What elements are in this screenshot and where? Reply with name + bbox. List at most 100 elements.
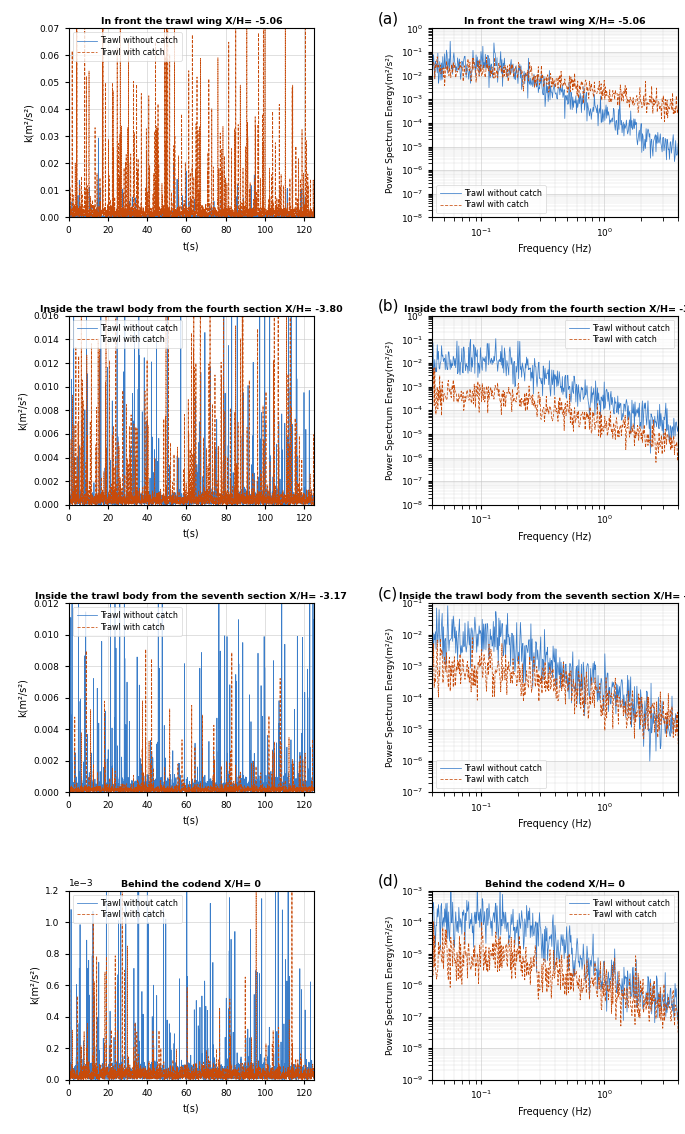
Line: Trawl with catch: Trawl with catch [432,637,678,744]
Trawl with catch [184,785,192,798]
Trawl with catch [310,1067,319,1081]
Trawl with catch [429,915,438,929]
Trawl with catch [77,440,85,454]
Trawl without catch [674,1004,682,1017]
Trawl without catch [64,1070,73,1084]
X-axis label: Frequency (Hz): Frequency (Hz) [519,532,592,542]
Trawl with catch [428,57,436,70]
Title: Inside the trawl body from the seventh section X/H= -3.17: Inside the trawl body from the seventh s… [36,592,347,601]
Trawl with catch [428,395,436,408]
Trawl without catch [303,1066,312,1080]
Trawl without catch [177,493,186,507]
Trawl with catch [184,1067,192,1081]
Trawl with catch [184,210,192,223]
Line: Trawl with catch: Trawl with catch [68,104,314,505]
Line: Trawl without catch: Trawl without catch [68,354,314,793]
Trawl with catch [509,652,517,666]
Trawl with catch [584,970,592,983]
Trawl without catch [177,209,186,222]
Trawl without catch [177,779,186,793]
Trawl with catch [584,81,592,94]
Y-axis label: k(m²/s²): k(m²/s²) [18,391,28,430]
Trawl without catch [458,905,466,919]
Trawl without catch [303,784,312,797]
Trawl without catch [77,785,85,798]
Text: (b): (b) [378,299,400,314]
Trawl without catch [277,347,286,361]
Trawl without catch [258,209,266,222]
Trawl with catch [509,388,517,401]
Trawl with catch [433,50,441,64]
Trawl without catch [258,777,266,790]
Trawl without catch [169,786,177,799]
Text: (d): (d) [378,873,400,889]
Trawl without catch [77,210,85,223]
Trawl with catch [526,64,534,77]
Legend: Trawl without catch, Trawl with catch: Trawl without catch, Trawl with catch [565,320,674,348]
X-axis label: Frequency (Hz): Frequency (Hz) [519,245,592,254]
Legend: Trawl without catch, Trawl with catch: Trawl without catch, Trawl with catch [73,607,182,636]
Trawl with catch [129,786,137,799]
Line: Trawl with catch: Trawl with catch [68,824,314,1080]
Trawl without catch [509,903,517,916]
Trawl with catch [509,62,517,76]
Trawl with catch [608,95,616,109]
Trawl without catch [248,498,256,511]
Trawl without catch [606,113,614,127]
Trawl with catch [526,392,534,406]
Trawl with catch [606,975,614,989]
Trawl without catch [428,909,436,923]
Trawl with catch [80,498,88,511]
X-axis label: t(s): t(s) [183,242,200,251]
Trawl with catch [64,1072,73,1085]
Y-axis label: Power Spectrum Energy(m²/s²): Power Spectrum Energy(m²/s²) [386,628,395,768]
Legend: Trawl without catch, Trawl with catch: Trawl without catch, Trawl with catch [73,320,182,348]
Trawl with catch [177,206,186,220]
Trawl with catch [606,688,614,702]
Trawl with catch [469,631,477,644]
X-axis label: Frequency (Hz): Frequency (Hz) [519,819,592,829]
Trawl with catch [303,1070,311,1084]
Trawl with catch [177,784,186,797]
Trawl without catch [64,776,73,789]
Line: Trawl with catch: Trawl with catch [432,922,678,1033]
Trawl with catch [64,785,73,798]
Trawl without catch [509,57,517,70]
Trawl with catch [77,1066,85,1080]
Trawl without catch [584,948,592,962]
Trawl with catch [64,205,73,219]
Trawl with catch [177,1070,186,1084]
Trawl without catch [674,137,682,151]
Trawl with catch [428,658,436,671]
Trawl with catch [509,955,517,968]
X-axis label: Frequency (Hz): Frequency (Hz) [519,1107,592,1117]
Trawl with catch [458,666,466,679]
Y-axis label: Power Spectrum Energy(m²/s²): Power Spectrum Energy(m²/s²) [386,340,395,480]
Trawl with catch [674,737,682,751]
Legend: Trawl without catch, Trawl with catch: Trawl without catch, Trawl with catch [73,33,182,61]
Trawl with catch [606,405,614,418]
Trawl with catch [674,1026,682,1040]
Trawl without catch [671,154,679,168]
Trawl without catch [608,683,616,696]
Trawl with catch [303,1073,312,1086]
Trawl with catch [258,785,266,798]
Trawl with catch [303,210,312,223]
Legend: Trawl without catch, Trawl with catch: Trawl without catch, Trawl with catch [565,895,674,923]
Line: Trawl without catch: Trawl without catch [432,41,678,161]
Line: Trawl with catch: Trawl with catch [68,650,314,793]
Trawl without catch [428,358,436,372]
Trawl with catch [674,445,682,458]
Trawl with catch [608,1007,616,1021]
Trawl without catch [77,496,85,509]
Trawl with catch [606,95,614,109]
Y-axis label: k(m²/s²): k(m²/s²) [24,103,34,143]
Trawl without catch [458,341,466,355]
Trawl without catch [229,211,238,225]
Trawl without catch [310,1066,319,1080]
Trawl without catch [310,779,319,793]
Trawl with catch [64,497,73,510]
Trawl without catch [608,953,616,966]
Y-axis label: Power Spectrum Energy(m²/s²): Power Spectrum Energy(m²/s²) [386,53,395,193]
Trawl without catch [184,778,192,792]
